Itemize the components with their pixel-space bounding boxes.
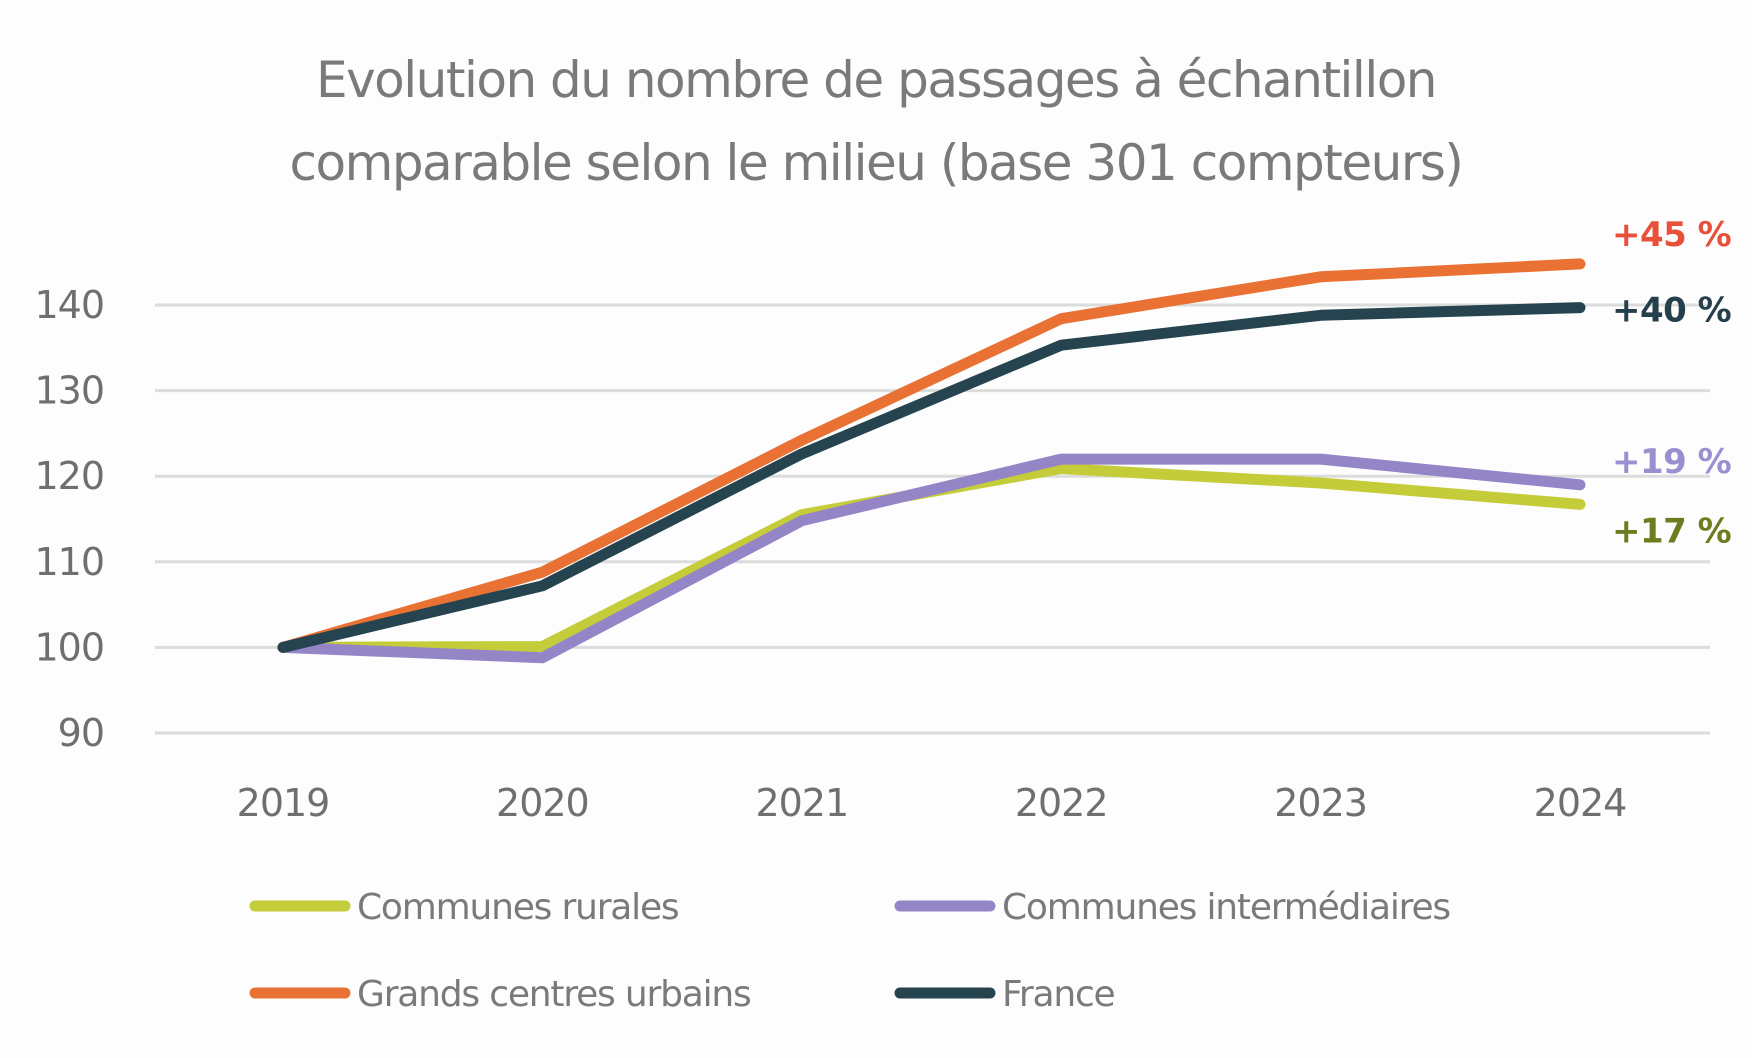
legend-item: Grands centres urbains [249, 974, 752, 1015]
y-tick-label: 90 [58, 711, 104, 755]
end-labels: +17 % +19 % +45 % +40 % [1612, 215, 1732, 552]
legend-item: France [894, 974, 1116, 1015]
series-lines [277, 258, 1586, 664]
legend-item: Communes intermédiaires [894, 887, 1451, 928]
legend-item: Communes rurales [249, 887, 680, 928]
legend: Communes rurales Communes intermédiaires G… [249, 887, 1451, 1015]
y-tick-label: 100 [34, 625, 104, 669]
end-label: +17 % [1612, 511, 1731, 551]
chart-title-line-1: Evolution du nombre de passages à échant… [316, 51, 1436, 109]
end-label: +40 % [1612, 291, 1731, 331]
y-tick-label: 140 [34, 283, 104, 327]
series-line-grands-centres-urbains [277, 258, 1586, 653]
legend-label: Communes intermédiaires [1002, 887, 1450, 928]
y-tick-label: 120 [34, 454, 104, 498]
legend-label: Grands centres urbains [357, 974, 751, 1015]
legend-label: Communes rurales [357, 887, 678, 928]
chart-title: Evolution du nombre de passages à échant… [290, 51, 1464, 192]
x-tick-label: 2020 [496, 781, 589, 825]
series-line-communes-interm-diaires [277, 453, 1586, 664]
end-label: +45 % [1612, 215, 1731, 255]
y-axis-tick-labels: 90 100 110 120 130 140 [34, 283, 105, 755]
end-label: +19 % [1612, 442, 1731, 482]
series-line-france [277, 302, 1586, 653]
x-tick-label: 2021 [755, 781, 848, 825]
x-axis-tick-labels: 2019 2020 2021 2022 2023 2024 [237, 781, 1628, 825]
x-tick-label: 2019 [237, 781, 330, 825]
x-tick-label: 2022 [1015, 781, 1108, 825]
x-tick-label: 2023 [1274, 781, 1367, 825]
chart-title-line-2: comparable selon le milieu (base 301 com… [290, 134, 1463, 192]
x-tick-label: 2024 [1534, 781, 1627, 825]
y-tick-label: 110 [34, 540, 104, 584]
legend-label: France [1002, 974, 1115, 1015]
y-tick-label: 130 [34, 369, 104, 413]
